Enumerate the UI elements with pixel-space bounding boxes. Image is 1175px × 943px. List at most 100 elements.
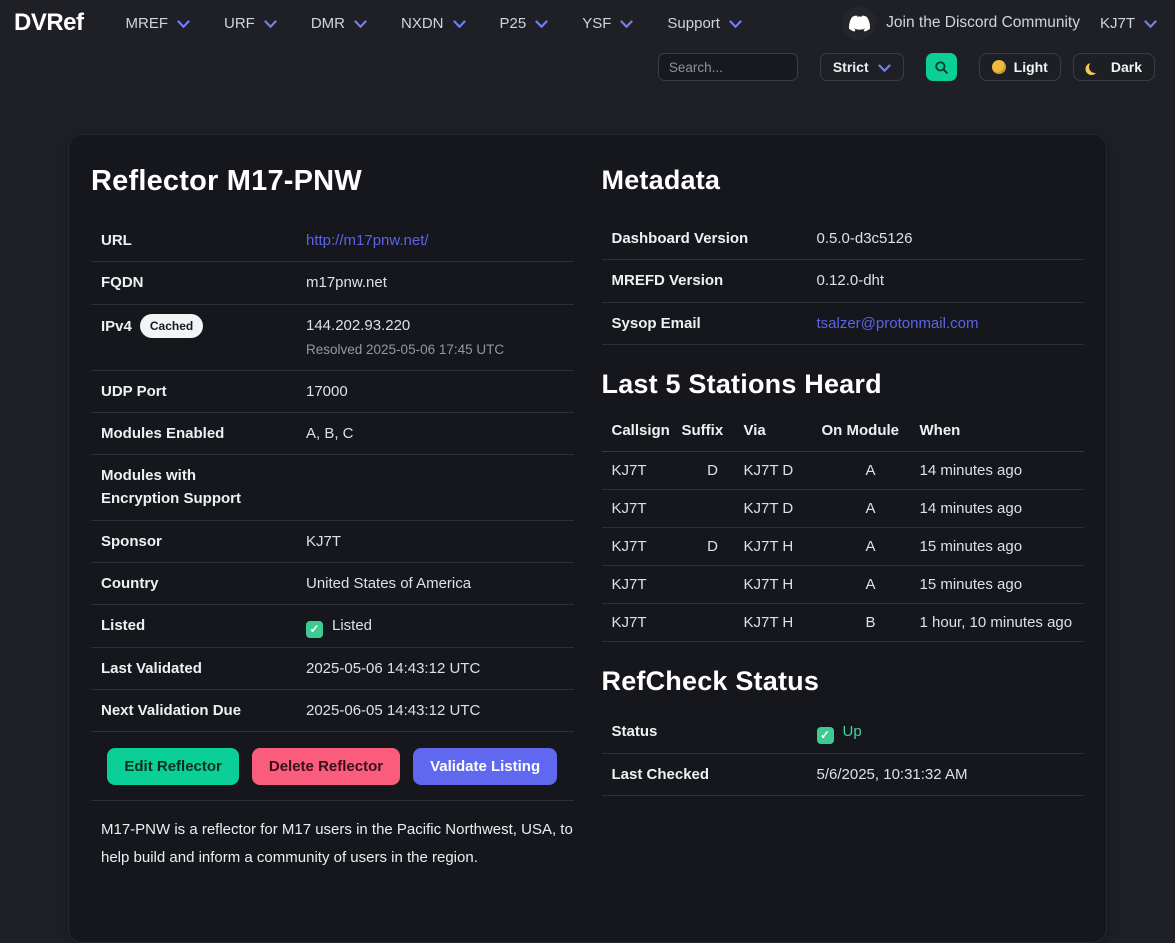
info-value: 0.5.0-d3c5126 <box>816 230 913 247</box>
station-cell-callsign: KJ7T <box>601 489 682 528</box>
info-row-last-validated: Last Validated 2025-05-06 14:43:12 UTC <box>91 648 574 691</box>
station-cell-suffix: D <box>681 527 744 566</box>
info-label: Last Checked <box>611 765 710 783</box>
station-cell-callsign: KJ7T <box>601 527 682 566</box>
nav-item-support[interactable]: Support <box>667 15 742 32</box>
reflector-description: M17-PNW is a reflector for M17 users in … <box>91 800 574 872</box>
edit-reflector-button[interactable]: Edit Reflector <box>107 748 239 786</box>
sun-icon <box>991 60 1006 74</box>
sysop-email-link[interactable]: tsalzer@protonmail.com <box>816 314 979 332</box>
info-row-udp-port: UDP Port 17000 <box>91 371 574 413</box>
info-subtext: Resolved 2025-05-06 17:45 UTC <box>306 341 505 357</box>
info-value: m17pnw.net <box>306 274 387 292</box>
main-nav: MREF URF DMR NXDN P25 YSF Support <box>126 15 742 32</box>
info-row-last-checked: Last Checked 5/6/2025, 10:31:32 AM <box>601 754 1084 796</box>
nav-item-urf[interactable]: URF <box>224 15 277 32</box>
reflector-actions: Edit Reflector Delete Reflector Validate… <box>91 748 574 786</box>
discord-label: Join the Discord Community <box>886 14 1080 31</box>
col-suffix: Suffix <box>681 413 744 452</box>
station-row: KJ7T KJ7T D A 14 minutes ago <box>601 489 1084 528</box>
info-value: 2025-05-06 14:43:12 UTC <box>306 659 481 677</box>
check-icon: ✓ <box>816 726 834 744</box>
search-input[interactable] <box>657 53 798 81</box>
theme-toggle-group: Light Dark <box>978 53 1155 81</box>
refcheck-title: RefCheck Status <box>601 665 820 696</box>
app-logo: DVRef <box>14 9 84 36</box>
search-button[interactable] <box>925 53 957 81</box>
station-cell-callsign: KJ7T <box>601 451 682 490</box>
stations-header-row: Callsign Suffix Via On Module When <box>601 413 1084 452</box>
info-row-sponsor: Sponsor KJ7T <box>91 521 574 563</box>
metadata-rows: Dashboard Version 0.5.0-d3c5126 MREFD Vers… <box>601 218 1084 345</box>
info-row-dashboard-version: Dashboard Version 0.5.0-d3c5126 <box>601 218 1084 261</box>
info-row-modules-enabled: Modules Enabled A, B, C <box>91 413 574 456</box>
nav-label: URF <box>224 14 255 32</box>
light-theme-button[interactable]: Light <box>978 53 1061 81</box>
col-on-module: On Module <box>821 413 920 452</box>
info-value: ✓ Up <box>816 720 1085 744</box>
station-cell-via: KJ7T D <box>743 451 822 490</box>
chevron-down-icon <box>264 19 277 29</box>
station-cell-when: 14 minutes ago <box>919 451 1084 490</box>
user-menu[interactable]: KJ7T <box>1100 15 1157 32</box>
nav-label: MREF <box>125 14 169 32</box>
match-mode-select[interactable]: Strict <box>819 53 904 81</box>
header-row-secondary: Strict Light Dark <box>0 44 1175 90</box>
metadata-title: Metadata <box>601 165 721 195</box>
info-row-listed: Listed ✓ Listed <box>91 605 574 648</box>
side-info-section: Metadata Dashboard Version 0.5.0-d3c5126 M… <box>601 161 1085 872</box>
nav-item-p25[interactable]: P25 <box>500 15 549 32</box>
nav-label: DMR <box>310 14 346 32</box>
nav-item-ysf[interactable]: YSF <box>582 15 634 32</box>
station-cell-on-module: A <box>821 451 920 490</box>
chevron-down-icon <box>620 19 634 29</box>
station-cell-on-module: A <box>821 527 920 566</box>
station-cell-suffix: D <box>681 451 744 490</box>
info-label: Sponsor <box>101 532 162 550</box>
dark-theme-button[interactable]: Dark <box>1072 53 1155 81</box>
station-cell-suffix <box>681 489 744 528</box>
info-value: 5/6/2025, 10:31:32 AM <box>816 765 968 783</box>
nav-label: P25 <box>499 14 527 32</box>
info-row-fqdn: FQDN m17pnw.net <box>91 262 574 305</box>
station-cell-on-module: B <box>821 603 920 642</box>
nav-item-dmr[interactable]: DMR <box>311 15 367 32</box>
info-label: Listed <box>101 617 146 635</box>
info-row-modules-with-encryption-support: Modules with Encryption Support <box>91 455 574 521</box>
info-label: Country <box>101 574 159 592</box>
nav-item-mref[interactable]: MREF <box>126 15 191 32</box>
info-label: UDP Port <box>101 382 167 400</box>
reflector-details-section: Reflector M17-PNW URL http://m17pnw.net/F… <box>91 161 574 872</box>
station-cell-on-module: A <box>821 489 920 528</box>
delete-reflector-button[interactable]: Delete Reflector <box>251 748 401 786</box>
match-mode-value: Strict <box>832 59 869 75</box>
info-label: Last Validated <box>101 659 202 677</box>
discord-link[interactable]: Join the Discord Community <box>842 6 1080 40</box>
station-cell-suffix <box>681 565 744 604</box>
url-link[interactable]: http://m17pnw.net/ <box>306 232 429 249</box>
station-cell-when: 14 minutes ago <box>919 489 1084 528</box>
refcheck-rows: Status ✓ Up Last Checked 5/6/2025, 10:31:32 … <box>601 711 1085 796</box>
dark-theme-label: Dark <box>1110 59 1142 75</box>
search-icon <box>934 60 949 75</box>
nav-label: Support <box>667 14 720 32</box>
chevron-down-icon <box>452 19 466 29</box>
page-title: Reflector M17-PNW <box>91 165 362 197</box>
station-cell-when: 15 minutes ago <box>919 527 1084 566</box>
info-row-sysop-email: Sysop Email tsalzer@protonmail.com <box>601 303 1084 345</box>
check-icon: ✓ <box>306 620 323 638</box>
station-cell-via: KJ7T H <box>743 565 822 604</box>
station-cell-when: 15 minutes ago <box>919 565 1084 604</box>
nav-item-nxdn[interactable]: NXDN <box>401 15 466 32</box>
user-callsign: KJ7T <box>1099 14 1135 32</box>
validate-listing-button[interactable]: Validate Listing <box>413 748 558 786</box>
chevron-down-icon <box>729 19 742 29</box>
info-label: FQDN <box>101 274 144 292</box>
info-label: Modules Enabled <box>101 424 225 442</box>
info-value: ✓ Listed <box>306 614 574 638</box>
info-value: http://m17pnw.net/ <box>306 229 574 252</box>
light-theme-label: Light <box>1013 59 1048 75</box>
station-row: KJ7T D KJ7T D A 14 minutes ago <box>601 451 1084 490</box>
station-cell-via: KJ7T H <box>743 603 822 642</box>
